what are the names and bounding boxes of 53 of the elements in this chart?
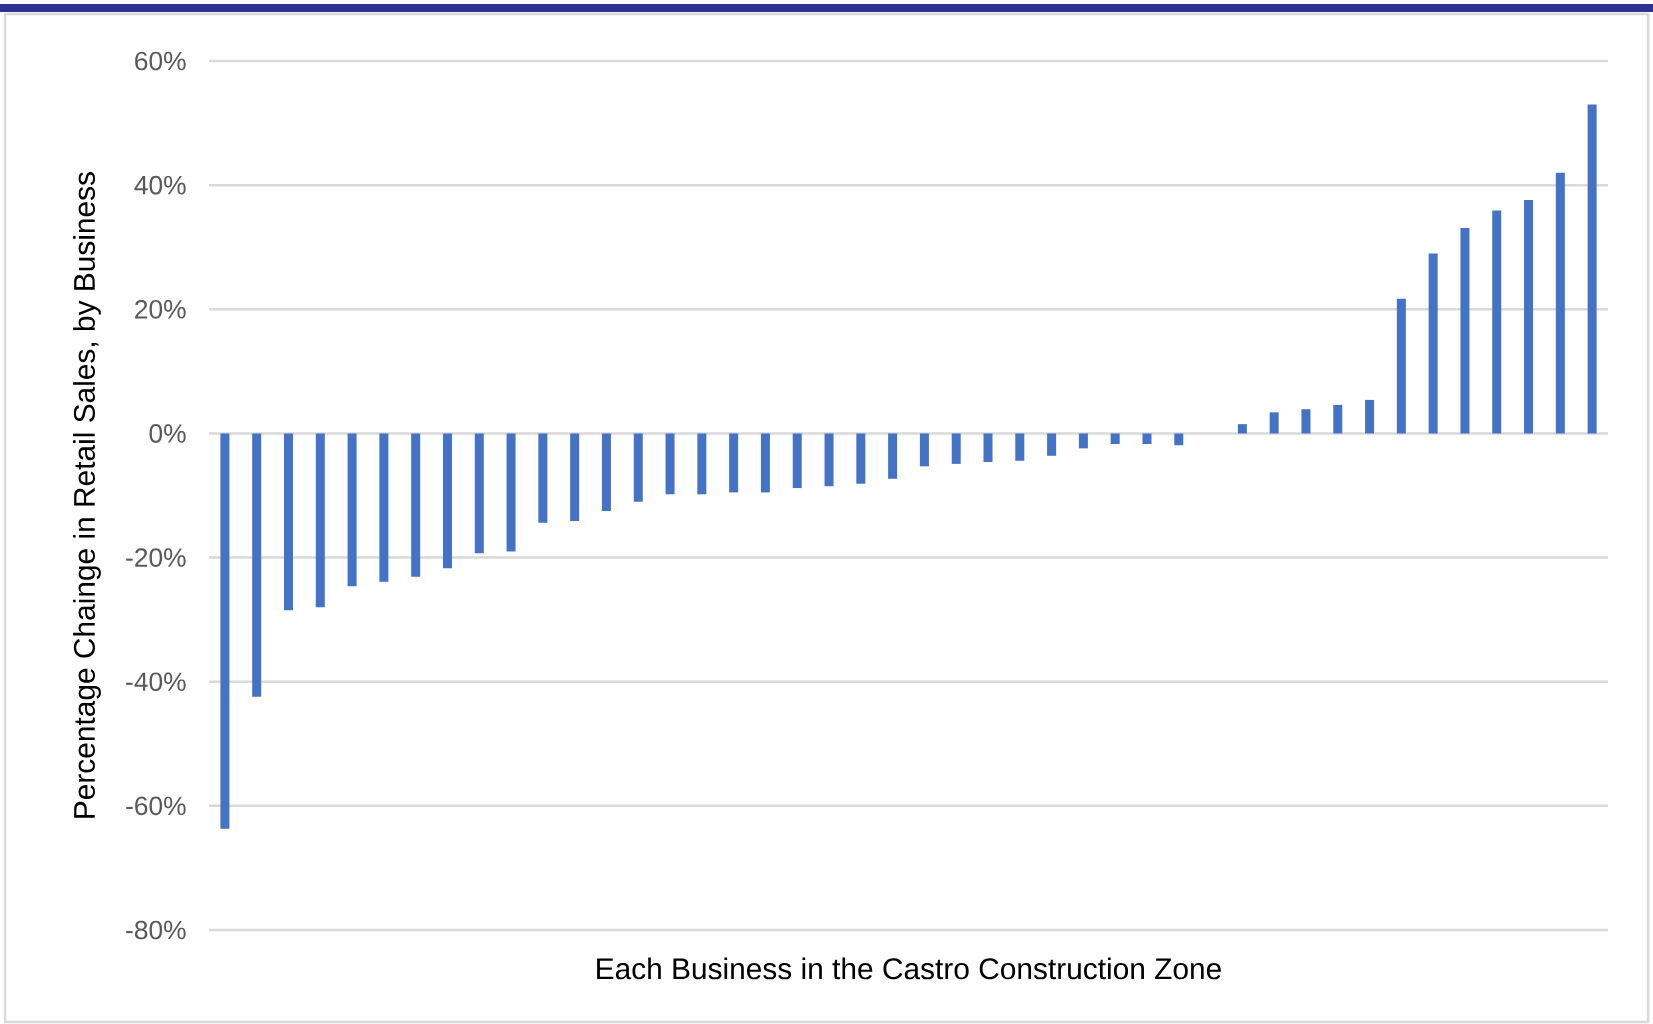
y-tick-label: -40% [126,672,186,692]
bar [442,433,452,569]
bar [697,433,707,495]
bar [1365,399,1375,434]
bar [474,433,484,554]
bar [1524,200,1534,434]
bar [570,433,580,521]
bar [1333,404,1343,434]
bar [1555,172,1565,434]
bar [538,433,548,523]
y-tick-label: 40% [134,175,186,195]
bar [792,433,802,489]
bar [1460,228,1470,434]
bar [1047,433,1057,456]
bar [411,433,421,577]
bar [1142,433,1152,444]
bar [1492,210,1502,434]
y-tick-label: -80% [126,920,186,940]
bar [1078,433,1088,449]
bar [347,433,357,587]
bar [824,433,834,487]
x-axis-title: Each Business in the Castro Construction Zone [597,957,1221,980]
y-tick-label: 60% [135,51,186,71]
bar [1015,433,1025,461]
bar [1237,424,1247,434]
bar [1428,253,1438,434]
bar [283,433,293,611]
bar [856,433,866,484]
y-axis-title: Percentage Chainge in Retail Sales, by Business [73,172,101,818]
bar [665,433,675,495]
y-tick-label: -20% [126,548,186,567]
bar [919,433,929,467]
bar [220,433,230,829]
bar [633,433,643,502]
y-tick-label: -60% [126,796,186,816]
bar [1269,412,1279,434]
bar [1174,433,1184,446]
bar [379,433,389,582]
bar [729,433,739,493]
bar [983,433,993,462]
bar [760,433,770,493]
bar [1301,409,1311,434]
bar [888,433,898,479]
bar [506,433,516,552]
bar [315,433,325,608]
bar [601,433,611,512]
bar [951,433,961,464]
bar [1396,298,1406,434]
bar [1587,104,1597,434]
y-tick-label: 0% [149,424,186,443]
bar [252,433,262,697]
y-tick-label: 20% [135,299,186,319]
bar [1110,433,1120,444]
